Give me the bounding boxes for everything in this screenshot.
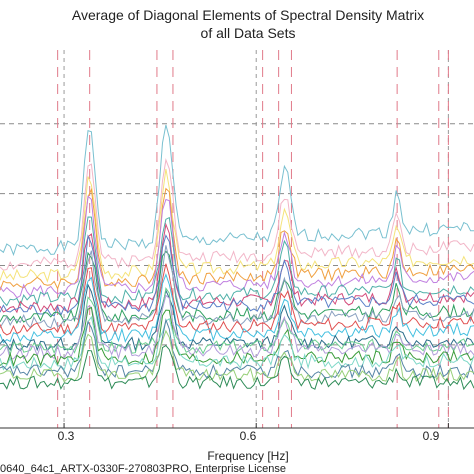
series-line (0, 168, 474, 283)
series-line (0, 315, 474, 371)
series-line (0, 157, 474, 271)
series-line (0, 294, 474, 360)
x-axis-label: Frequency [Hz] (207, 449, 288, 463)
series-line (0, 273, 474, 344)
series-line (0, 306, 474, 368)
x-tick-label: 0.6 (240, 429, 257, 443)
series-line (0, 263, 474, 336)
series-line (0, 216, 474, 307)
plot-area (0, 50, 474, 429)
chart-title-line-2: of all Data Sets (201, 25, 296, 41)
series-line (0, 344, 474, 391)
series-line (0, 329, 474, 383)
series-line (0, 318, 474, 379)
series-line (0, 245, 474, 329)
chart-title-line-1: Average of Diagonal Elements of Spectral… (72, 7, 424, 23)
series-layer (0, 124, 474, 391)
axis-layer (0, 423, 474, 429)
x-tick-label: 0.9 (423, 429, 440, 443)
series-line (0, 250, 474, 324)
series-line (0, 234, 474, 317)
x-tick-label: 0.3 (58, 429, 75, 443)
license-footer: 0640_64c1_ARTX-0330F-270803PRO, Enterpri… (0, 463, 286, 474)
series-line (0, 124, 474, 257)
series-line (0, 283, 474, 353)
series-line (0, 195, 474, 299)
